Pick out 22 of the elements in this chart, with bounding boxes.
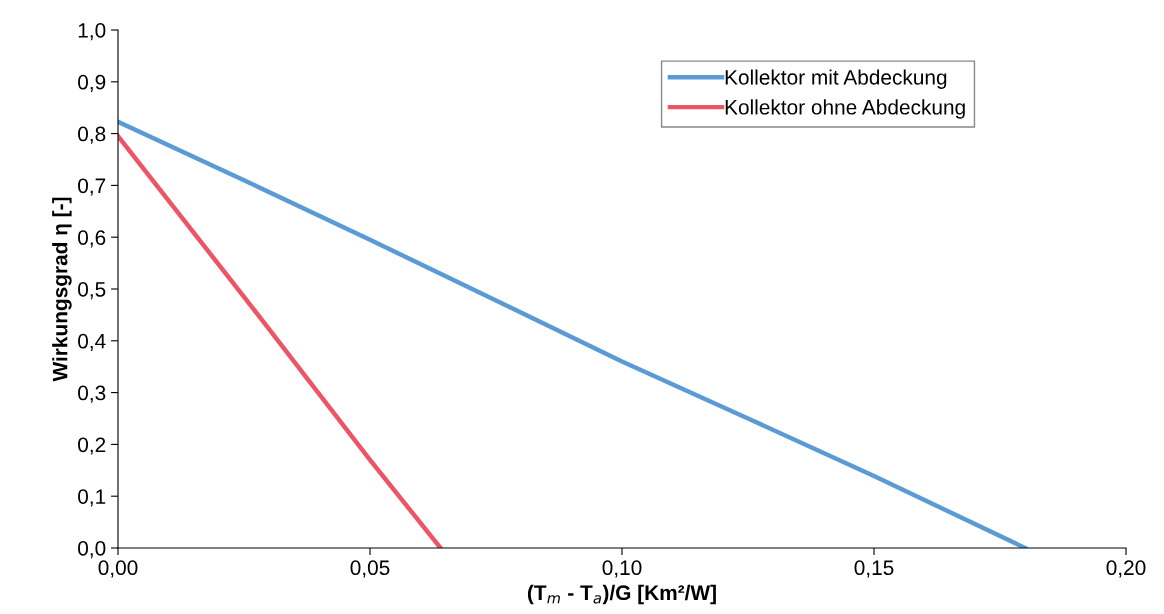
y-tick-label: 0,8 [78,126,106,144]
y-tick-label: 0,0 [78,541,106,559]
legend-label: Kollektor ohne Abdeckung [725,99,965,119]
y-tick-label: 0,7 [78,178,106,196]
y-tick-label: 0,4 [78,333,106,352]
x-axis-title: (T$_{m}$ - T$_{a}$)/G [Km²/W] [527,584,716,605]
y-tick-label: 1,0 [78,23,106,41]
x-tick-label: 0,10 [602,560,642,578]
line-series [118,119,1028,548]
y-tick-label: 0,5 [78,282,106,300]
y-tick-label: 0,2 [78,437,106,455]
line-series [118,133,443,548]
y-axis-title: Wirkungsgrad η [-] [52,197,72,382]
y-tick-label: 0,3 [78,385,106,403]
x-tick-label: 0,05 [350,560,390,578]
x-tick-label: 0,15 [854,560,894,578]
y-tick-label: 0,9 [78,74,106,93]
x-tick-label: 0,20 [1106,560,1146,578]
y-tick-label: 0,1 [78,489,106,507]
x-tick-label: 0,00 [98,560,138,578]
y-tick-label: 0,6 [78,230,106,248]
legend-label: Kollektor mit Abdeckung [725,69,947,89]
